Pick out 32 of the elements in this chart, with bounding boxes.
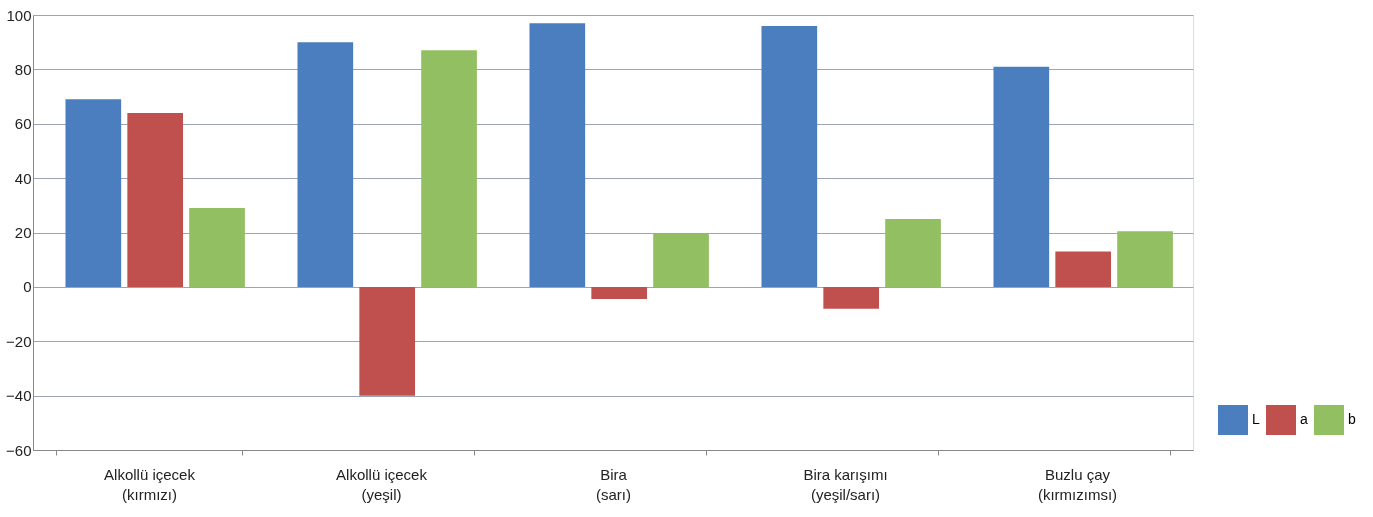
- y-tick-label: 80: [14, 60, 32, 78]
- x-tick-label: Buzlu çay (kırmızımsı): [1037, 465, 1118, 503]
- bar: [297, 42, 354, 287]
- x-tick-label: Bira (sarı): [596, 465, 631, 503]
- bar: [885, 218, 941, 287]
- bar: [65, 99, 122, 287]
- bar: [761, 25, 818, 287]
- x-tick-label: Alkollü içecek (yeşil): [336, 465, 428, 503]
- bar: [993, 66, 1050, 287]
- bar: [1055, 251, 1112, 287]
- bar: [189, 208, 245, 287]
- legend-label: a: [1300, 411, 1308, 427]
- y-tick-label: −60: [6, 441, 32, 459]
- legend-label: b: [1348, 411, 1356, 427]
- bar: [421, 50, 477, 287]
- bar: [591, 286, 648, 300]
- bar: [1117, 231, 1173, 287]
- y-tick-label: −40: [6, 387, 32, 405]
- y-tick-label: 40: [14, 169, 32, 187]
- legend-label: L: [1252, 411, 1260, 427]
- y-tick-label: 20: [14, 224, 32, 241]
- y-tick-label: 60: [14, 115, 32, 133]
- bar: [529, 23, 586, 287]
- x-tick-label: Bira karışımı (yeşil/sarı): [803, 465, 888, 503]
- bar: [823, 286, 880, 309]
- y-tick-label: 100: [6, 6, 32, 24]
- bar: [127, 112, 184, 287]
- y-tick-label: −20: [6, 332, 32, 350]
- x-tick-label: Alkollü içecek (kırmızı): [104, 465, 196, 503]
- bar: [359, 286, 416, 396]
- bar: [653, 233, 709, 287]
- y-tick-label: 0: [23, 278, 32, 296]
